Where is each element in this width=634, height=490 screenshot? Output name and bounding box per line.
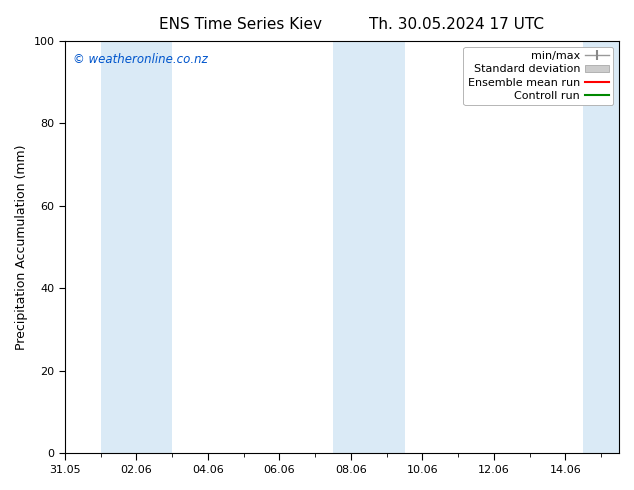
Bar [583,41,619,453]
Legend: min/max, Standard deviation, Ensemble mean run, Controll run: min/max, Standard deviation, Ensemble me… [463,47,614,105]
Text: Th. 30.05.2024 17 UTC: Th. 30.05.2024 17 UTC [369,17,544,32]
Y-axis label: Precipitation Accumulation (mm): Precipitation Accumulation (mm) [15,145,28,350]
Text: © weatheronline.co.nz: © weatheronline.co.nz [74,53,208,67]
Bar [101,41,172,453]
Text: ENS Time Series Kiev: ENS Time Series Kiev [159,17,323,32]
Bar [333,41,404,453]
